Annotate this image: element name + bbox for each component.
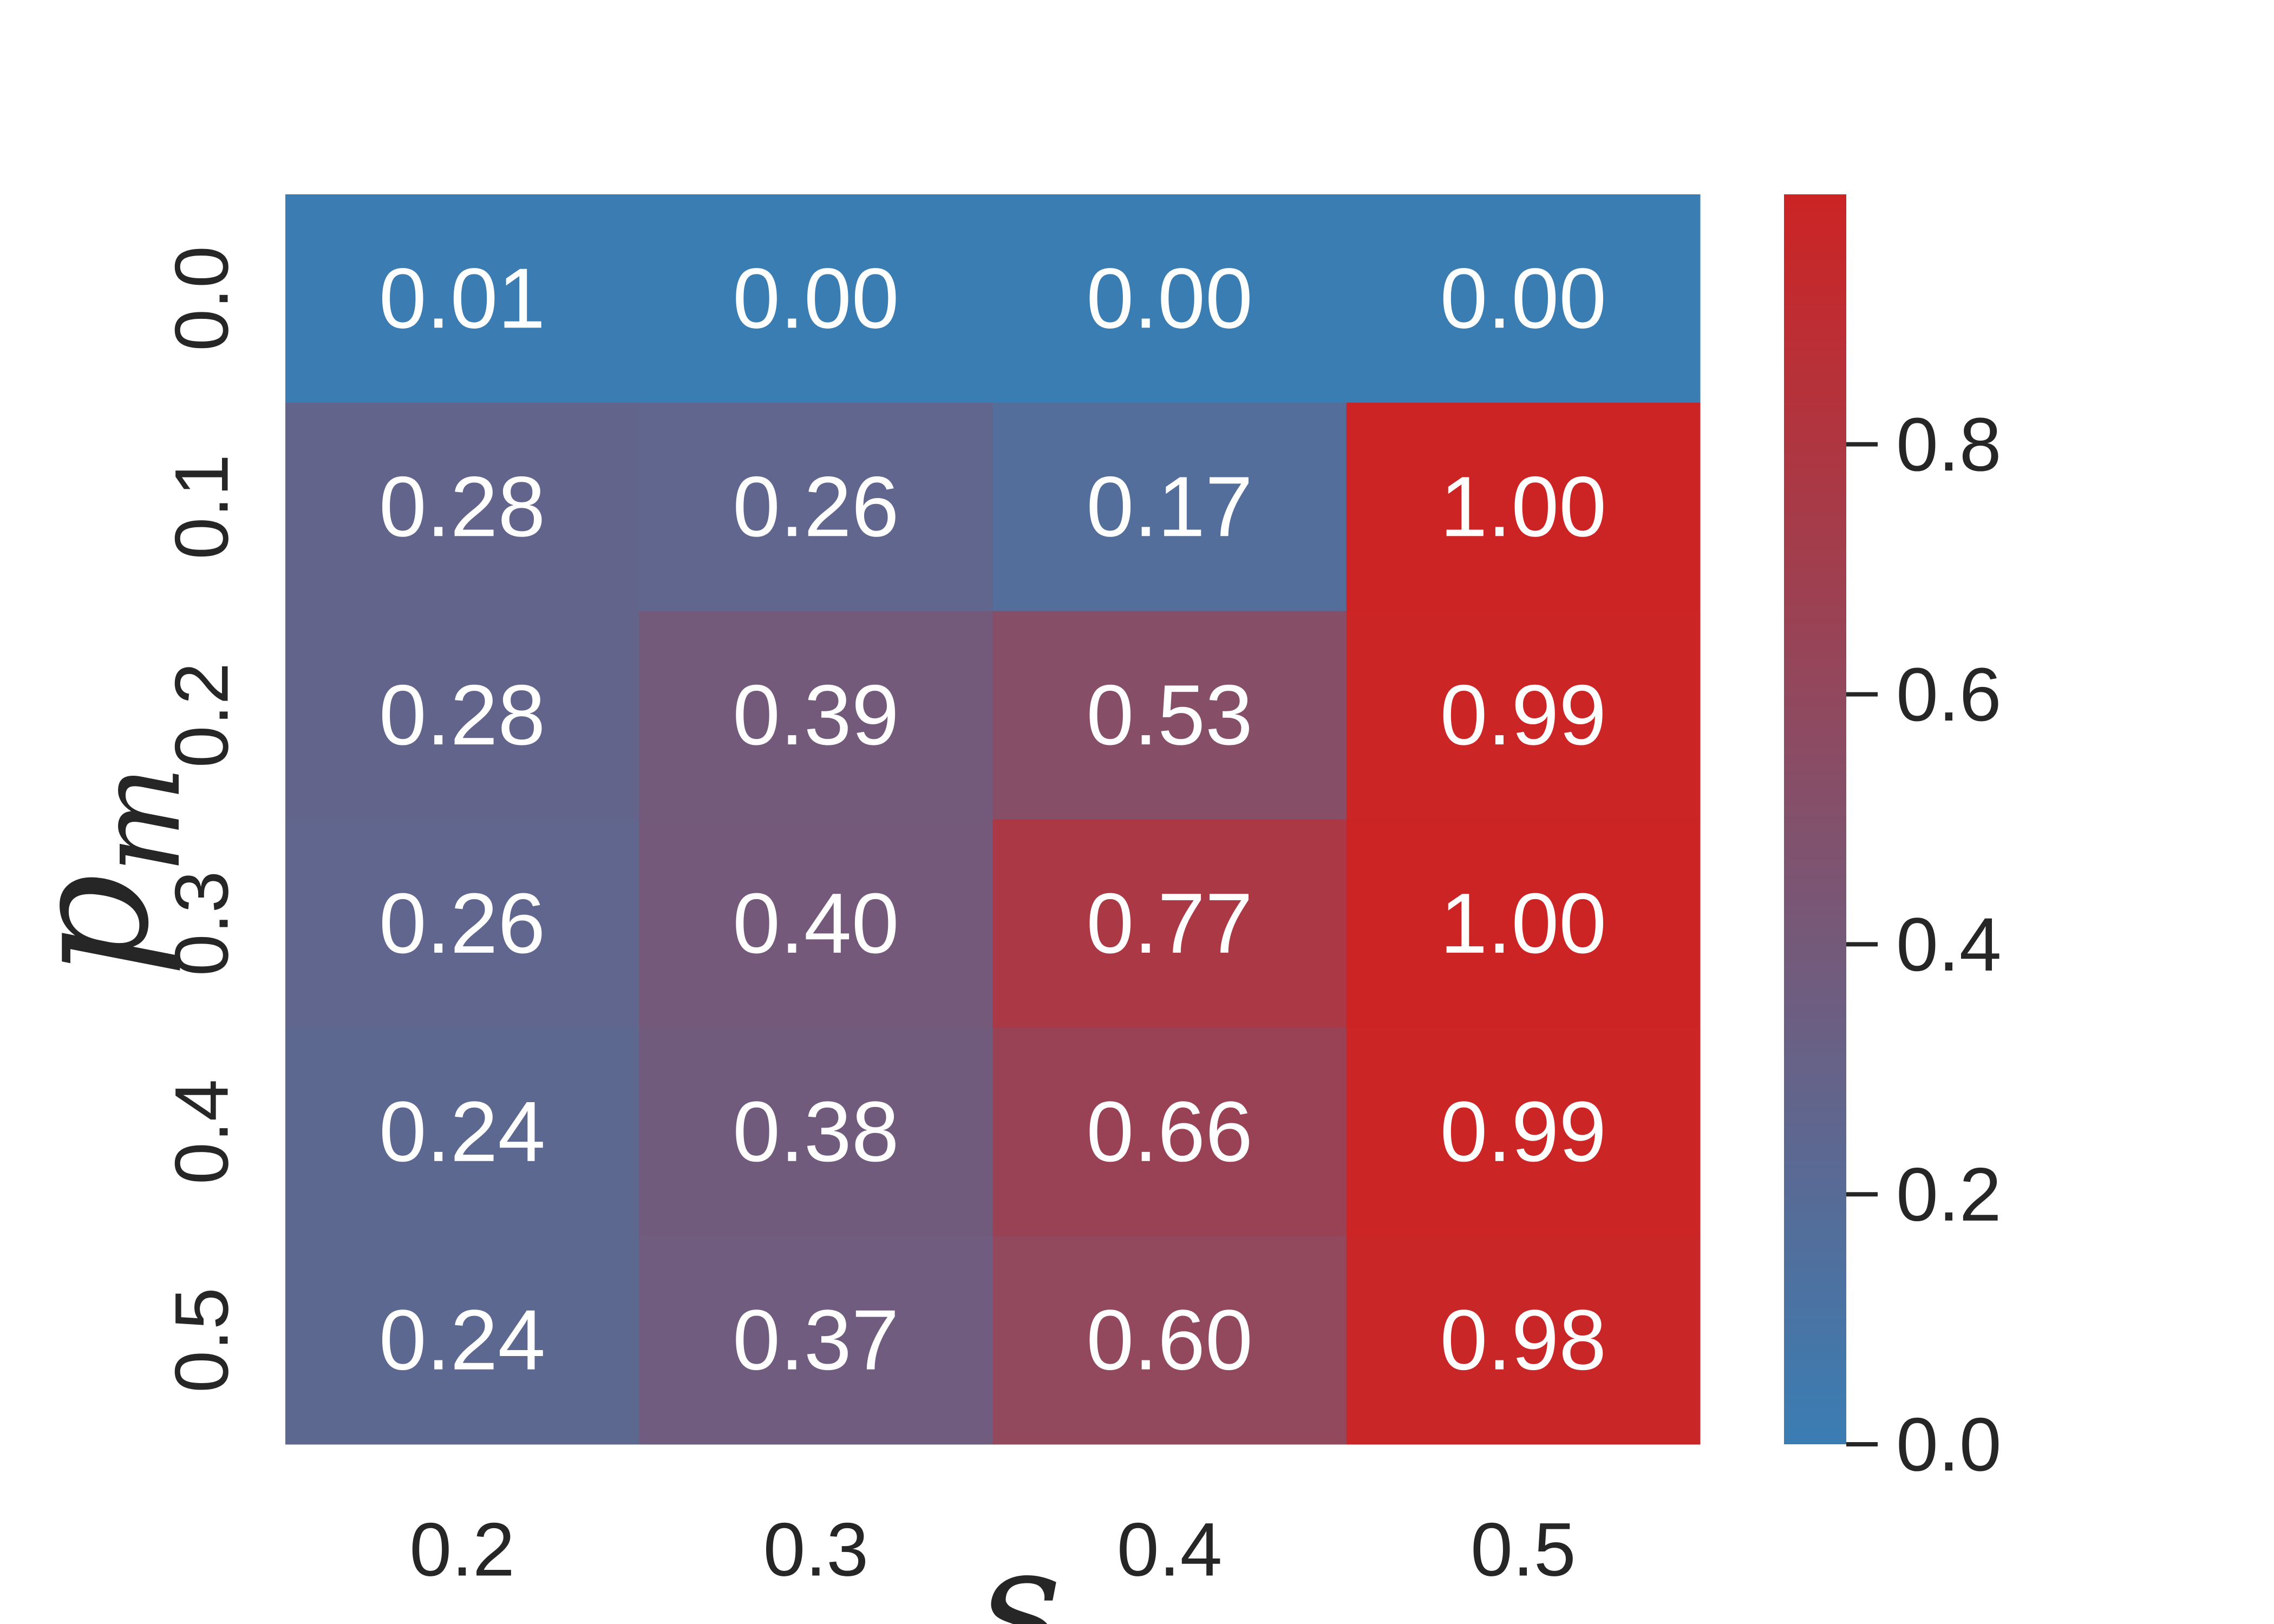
cell-label-r5-c0: 0.24 bbox=[379, 1293, 546, 1388]
x-axis-label: s bbox=[978, 1511, 1062, 1624]
cell-label-r1-c1: 0.26 bbox=[733, 459, 899, 554]
heatmap-cell-r4-c1 bbox=[639, 1027, 993, 1236]
heatmap-cell-r1-c2 bbox=[992, 402, 1347, 612]
cell-label-r1-c3: 1.00 bbox=[1440, 459, 1607, 554]
heatmap-cell-r2-c3 bbox=[1346, 611, 1701, 820]
colorbar-tick-label-2: 0.4 bbox=[1896, 902, 2002, 987]
cell-label-r0-c1: 0.00 bbox=[733, 251, 899, 346]
heatmap-cell-r2-c0 bbox=[285, 611, 639, 820]
x-tick-label-2: 0.4 bbox=[1117, 1507, 1223, 1592]
x-tick-label-0: 0.2 bbox=[409, 1507, 515, 1592]
heatmap-cell-r4-c3 bbox=[1346, 1027, 1701, 1236]
heatmap-cell-r0-c1 bbox=[639, 194, 993, 403]
heatmap-cell-r4-c2 bbox=[992, 1027, 1347, 1236]
cell-label-r2-c1: 0.39 bbox=[733, 667, 899, 763]
heatmap-cell-r4-c0 bbox=[285, 1027, 639, 1236]
y-axis-label-subscript: m bbox=[73, 765, 206, 873]
colorbar bbox=[1784, 194, 1846, 1444]
cell-label-r5-c3: 0.98 bbox=[1440, 1293, 1607, 1388]
cell-label-r2-c2: 0.53 bbox=[1086, 667, 1253, 763]
y-axis-label-main: p bbox=[0, 874, 185, 978]
y-axis-ticks: 0.0 0.1 0.2 0.3 0.4 0.5 bbox=[159, 246, 244, 1393]
y-tick-label-0: 0.0 bbox=[159, 246, 244, 351]
heatmap-cells bbox=[285, 194, 1701, 1445]
heatmap-cell-r1-c0 bbox=[285, 402, 639, 612]
cell-label-r4-c0: 0.24 bbox=[379, 1084, 546, 1180]
cell-label-r3-c0: 0.26 bbox=[379, 876, 546, 971]
cell-label-r0-c3: 0.00 bbox=[1440, 251, 1607, 346]
heatmap-cell-r1-c3 bbox=[1346, 402, 1701, 612]
heatmap-cell-r5-c1 bbox=[639, 1236, 993, 1445]
heatmap-cell-r3-c1 bbox=[639, 819, 993, 1028]
heatmap-cell-r3-c0 bbox=[285, 819, 639, 1028]
y-axis-label: pm bbox=[0, 765, 206, 977]
heatmap-cell-labels: 0.01 0.00 0.00 0.00 0.28 0.26 0.17 1.00 0.28 0.39… bbox=[379, 251, 1606, 1387]
heatmap-cell-r2-c2 bbox=[992, 611, 1347, 820]
cell-label-r0-c0: 0.01 bbox=[379, 251, 546, 346]
cell-label-r4-c2: 0.66 bbox=[1086, 1084, 1253, 1180]
y-tick-label-5: 0.5 bbox=[159, 1287, 244, 1393]
cell-label-r1-c0: 0.28 bbox=[379, 459, 546, 554]
heatmap-cell-r5-c2 bbox=[992, 1236, 1347, 1445]
cell-label-r3-c1: 0.40 bbox=[733, 876, 899, 971]
heatmap-cell-r0-c0 bbox=[285, 194, 639, 403]
y-tick-label-4: 0.4 bbox=[159, 1079, 244, 1184]
colorbar-tick-label-0: 0.0 bbox=[1896, 1402, 2002, 1487]
heatmap-cell-r1-c1 bbox=[639, 402, 993, 612]
cell-label-r3-c3: 1.00 bbox=[1440, 876, 1607, 971]
y-tick-label-3: 0.3 bbox=[159, 871, 244, 977]
heatmap-cell-r5-c0 bbox=[285, 1236, 639, 1445]
x-tick-label-3: 0.5 bbox=[1471, 1507, 1576, 1592]
colorbar-tick-label-1: 0.2 bbox=[1896, 1152, 2002, 1237]
heatmap-cell-r0-c2 bbox=[992, 194, 1347, 403]
cell-label-r1-c2: 0.17 bbox=[1086, 459, 1253, 554]
y-tick-label-2: 0.2 bbox=[159, 663, 244, 768]
cell-label-r2-c3: 0.99 bbox=[1440, 667, 1607, 763]
colorbar-ticks: 0.0 0.2 0.4 0.6 0.8 bbox=[1846, 402, 2002, 1487]
cell-label-r4-c3: 0.99 bbox=[1440, 1084, 1607, 1180]
cell-label-r3-c2: 0.77 bbox=[1086, 876, 1253, 971]
cell-label-r5-c1: 0.37 bbox=[733, 1293, 899, 1388]
heatmap-cell-r3-c2 bbox=[992, 819, 1347, 1028]
x-tick-label-1: 0.3 bbox=[763, 1507, 869, 1592]
y-tick-label-1: 0.1 bbox=[159, 454, 244, 560]
cell-label-r0-c2: 0.00 bbox=[1086, 251, 1253, 346]
cell-label-r5-c2: 0.60 bbox=[1086, 1293, 1253, 1388]
colorbar-tick-label-3: 0.6 bbox=[1896, 652, 2002, 737]
heatmap-cell-r2-c1 bbox=[639, 611, 993, 820]
colorbar-tick-label-4: 0.8 bbox=[1896, 402, 2002, 487]
heatmap-cell-r3-c3 bbox=[1346, 819, 1701, 1028]
heatmap-cell-r0-c3 bbox=[1346, 194, 1701, 403]
cell-label-r2-c0: 0.28 bbox=[379, 667, 546, 763]
heatmap-cell-r5-c3 bbox=[1346, 1236, 1701, 1445]
cell-label-r4-c1: 0.38 bbox=[733, 1084, 899, 1180]
x-axis-ticks: 0.2 0.3 0.4 0.5 bbox=[409, 1507, 1576, 1592]
